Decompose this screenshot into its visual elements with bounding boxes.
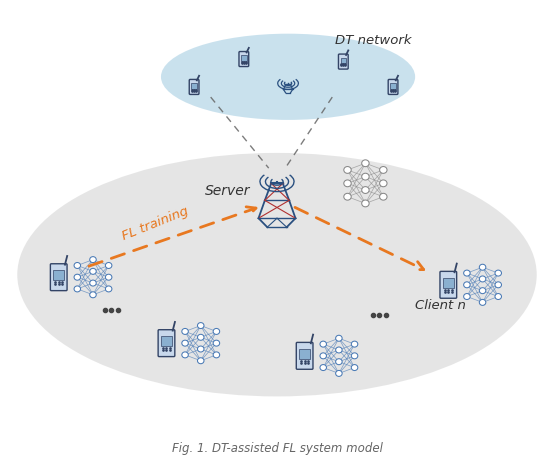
Circle shape xyxy=(182,328,188,334)
Circle shape xyxy=(74,274,80,280)
Circle shape xyxy=(479,264,486,270)
Circle shape xyxy=(336,371,342,376)
Circle shape xyxy=(90,280,96,286)
Circle shape xyxy=(320,365,326,371)
FancyBboxPatch shape xyxy=(239,52,249,66)
Circle shape xyxy=(336,335,342,341)
Circle shape xyxy=(362,186,369,193)
Circle shape xyxy=(344,193,351,200)
FancyBboxPatch shape xyxy=(296,343,313,369)
Bar xyxy=(191,83,197,89)
Circle shape xyxy=(379,193,387,200)
Circle shape xyxy=(479,288,486,294)
Circle shape xyxy=(182,340,188,346)
Bar xyxy=(299,349,310,359)
Circle shape xyxy=(362,173,369,180)
Text: DT network: DT network xyxy=(336,34,412,47)
Circle shape xyxy=(479,276,486,282)
Circle shape xyxy=(320,353,326,359)
Circle shape xyxy=(479,300,486,305)
Circle shape xyxy=(344,167,351,174)
Circle shape xyxy=(336,347,342,353)
Circle shape xyxy=(336,359,342,365)
FancyBboxPatch shape xyxy=(158,330,175,357)
FancyBboxPatch shape xyxy=(50,264,67,291)
Circle shape xyxy=(344,180,351,187)
FancyBboxPatch shape xyxy=(440,271,456,298)
Ellipse shape xyxy=(17,153,537,397)
Circle shape xyxy=(74,262,80,268)
Text: FL training: FL training xyxy=(120,205,191,243)
Bar xyxy=(390,83,396,89)
Circle shape xyxy=(197,346,204,352)
Bar xyxy=(443,278,454,288)
Ellipse shape xyxy=(161,34,415,120)
Circle shape xyxy=(105,262,112,268)
Circle shape xyxy=(90,256,96,262)
Circle shape xyxy=(213,352,219,358)
Circle shape xyxy=(90,292,96,298)
Bar xyxy=(241,55,247,61)
Text: Client n: Client n xyxy=(415,299,466,311)
Circle shape xyxy=(495,270,501,276)
Circle shape xyxy=(379,167,387,174)
Circle shape xyxy=(379,180,387,187)
Circle shape xyxy=(105,274,112,280)
Circle shape xyxy=(197,358,204,364)
FancyBboxPatch shape xyxy=(338,54,348,69)
Circle shape xyxy=(351,341,358,347)
Circle shape xyxy=(197,322,204,328)
Circle shape xyxy=(495,294,501,300)
Text: Server: Server xyxy=(204,184,250,198)
Circle shape xyxy=(495,282,501,288)
Circle shape xyxy=(182,352,188,358)
Circle shape xyxy=(213,340,219,346)
Circle shape xyxy=(320,341,326,347)
Circle shape xyxy=(464,294,470,300)
Text: Fig. 1. DT-assisted FL system model: Fig. 1. DT-assisted FL system model xyxy=(172,442,382,455)
Circle shape xyxy=(464,270,470,276)
Bar xyxy=(161,336,172,346)
Circle shape xyxy=(213,328,219,334)
Circle shape xyxy=(197,334,204,340)
FancyBboxPatch shape xyxy=(189,79,199,94)
Circle shape xyxy=(464,282,470,288)
FancyBboxPatch shape xyxy=(388,79,398,94)
Circle shape xyxy=(362,160,369,167)
Circle shape xyxy=(351,353,358,359)
Circle shape xyxy=(90,268,96,274)
Bar xyxy=(341,58,346,63)
Circle shape xyxy=(351,365,358,371)
Circle shape xyxy=(362,200,369,207)
Circle shape xyxy=(105,286,112,292)
Circle shape xyxy=(74,286,80,292)
Bar xyxy=(53,270,64,280)
